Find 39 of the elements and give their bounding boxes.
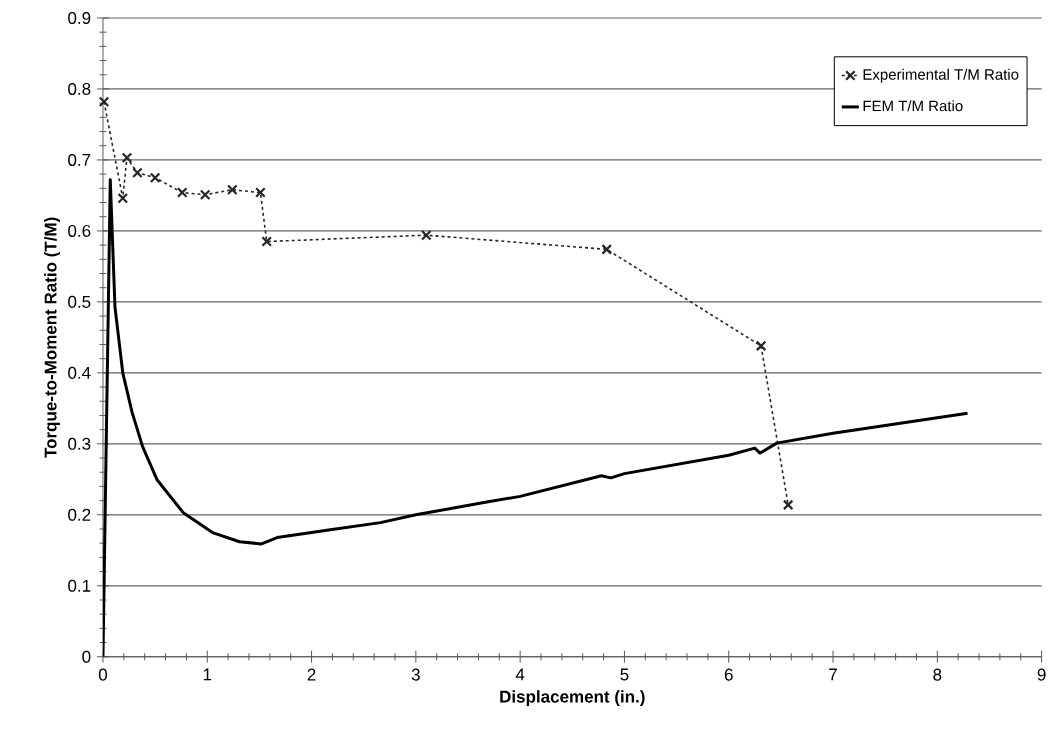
y-tick-label: 0.7 <box>68 154 91 167</box>
y-tick-label: 0.1 <box>68 579 91 592</box>
line-series <box>102 178 970 657</box>
point <box>601 244 613 255</box>
y-tick-label: 0.4 <box>68 366 91 380</box>
x-tick-label: 8 <box>933 668 942 681</box>
y-tick-label: 0 <box>82 650 91 663</box>
point <box>149 172 161 184</box>
point <box>121 152 133 164</box>
point <box>782 499 794 511</box>
x-tick-label: 9 <box>1037 668 1046 681</box>
point <box>226 184 238 196</box>
x-tick-label: 3 <box>411 668 420 681</box>
point <box>255 187 266 199</box>
y-tick-label: 0.5 <box>68 296 91 309</box>
point <box>755 340 767 352</box>
x-tick-label: 4 <box>515 668 525 681</box>
point <box>98 96 110 108</box>
point <box>132 167 143 179</box>
x-tick-label: 0 <box>98 668 108 681</box>
point <box>176 187 188 199</box>
point <box>420 229 432 241</box>
x-tick-label: 7 <box>829 668 837 681</box>
x-tick-label: 5 <box>620 668 629 681</box>
legend-label: FEM T/M Ratio <box>863 100 963 112</box>
y-tick-label: 0.6 <box>68 225 91 238</box>
y-tick-label: 0.8 <box>68 83 91 96</box>
x-axis-title: Displacement (in.) <box>500 690 645 707</box>
y-axis-title: Torque-to-Moment Ratio (T/M) <box>44 217 60 458</box>
x-tick-label: 2 <box>307 668 316 681</box>
y-tick-label: 0.9 <box>68 12 91 25</box>
x-tick-label: 6 <box>724 668 733 681</box>
point <box>261 236 273 248</box>
legend-label: Experimental T/M Ratio <box>863 68 1019 83</box>
y-tick-label: 0.2 <box>68 508 91 521</box>
point <box>117 193 129 204</box>
point <box>199 189 211 201</box>
x-tick-label: 1 <box>203 668 212 681</box>
y-tick-label: 0.3 <box>68 437 91 450</box>
